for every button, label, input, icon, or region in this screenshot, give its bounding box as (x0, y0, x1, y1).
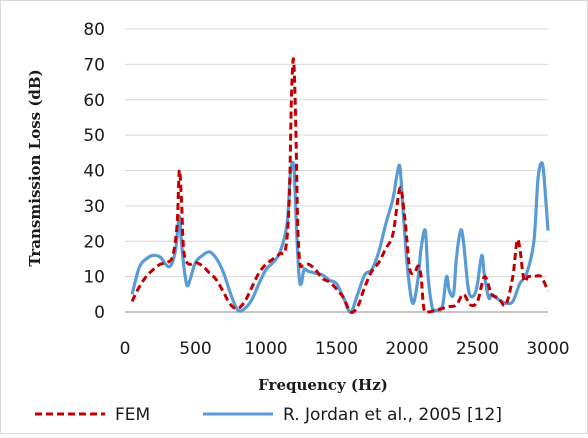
x-tick-label: 1500 (315, 339, 358, 359)
y-tick-label: 50 (83, 126, 105, 146)
y-tick-label: 0 (94, 303, 105, 323)
series-line-fem (130, 57, 550, 314)
series-lines (130, 57, 550, 314)
gridlines (125, 28, 548, 313)
legend-label: R. Jordan et al., 2005 [12] (283, 405, 502, 425)
series-line-reference (130, 160, 550, 314)
x-tick-label: 2500 (456, 339, 499, 359)
x-tick-label: 2000 (385, 339, 428, 359)
y-tick-label: 30 (83, 197, 105, 217)
tick-labels: 0 10 20 30 40 50 60 70 80 0 500 1000 1500 2000 2500 300… (83, 20, 569, 359)
y-tick-label: 20 (83, 232, 105, 252)
y-tick-label: 40 (83, 162, 105, 182)
y-axis-title: Transmission Loss (dB) (26, 69, 44, 266)
x-tick-label: 0 (120, 339, 131, 359)
y-tick-label: 80 (83, 20, 105, 40)
y-tick-label: 60 (83, 91, 105, 111)
x-tick-label: 3000 (526, 339, 569, 359)
legend: FEM R. Jordan et al., 2005 [12] (35, 405, 502, 425)
x-tick-label: 500 (179, 339, 211, 359)
x-tick-label: 1000 (244, 339, 287, 359)
legend-label: FEM (115, 405, 150, 425)
y-tick-label: 70 (83, 55, 105, 75)
x-axis-title: Frequency (Hz) (258, 376, 388, 394)
y-tick-label: 10 (83, 268, 105, 288)
